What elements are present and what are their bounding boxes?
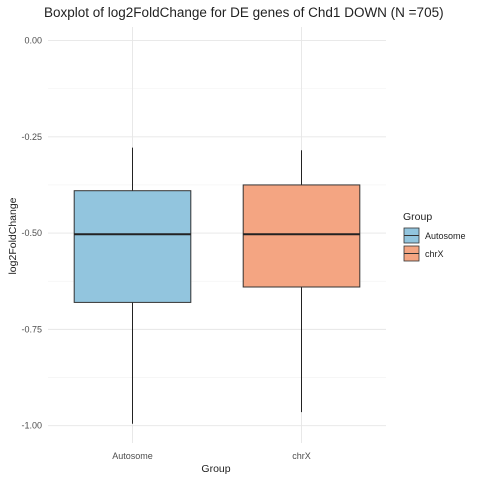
box-autosome <box>73 147 192 424</box>
y-tick-label: -1.00 <box>21 421 42 431</box>
legend-title: Group <box>403 211 432 223</box>
y-tick-label: -0.50 <box>21 228 42 238</box>
x-tick-label: chrX <box>292 451 311 461</box>
y-axis-title: log2FoldChange <box>7 197 19 274</box>
y-tick-label: 0.00 <box>24 35 42 45</box>
box-layer <box>73 147 361 424</box>
x-axis-title: Group <box>201 463 230 475</box>
box-iqr <box>242 184 361 288</box>
x-tick-labels: Autosome chrX <box>112 451 311 461</box>
legend-item-chrx: chrX <box>403 245 444 262</box>
box-iqr <box>73 190 192 303</box>
legend: Group Autosome chrX <box>403 211 466 262</box>
x-tick-label: Autosome <box>112 451 153 461</box>
y-tick-label: -0.25 <box>21 132 42 142</box>
y-tick-labels: 0.00 -0.25 -0.50 -0.75 -1.00 <box>21 35 42 430</box>
box-chrx <box>242 150 361 413</box>
chart-title: Boxplot of log2FoldChange for DE genes o… <box>44 5 444 20</box>
legend-item-autosome: Autosome <box>403 227 466 244</box>
y-tick-label: -0.75 <box>21 324 42 334</box>
legend-label: chrX <box>425 249 444 259</box>
legend-items: Autosome chrX <box>403 227 466 262</box>
legend-label: Autosome <box>425 231 466 241</box>
